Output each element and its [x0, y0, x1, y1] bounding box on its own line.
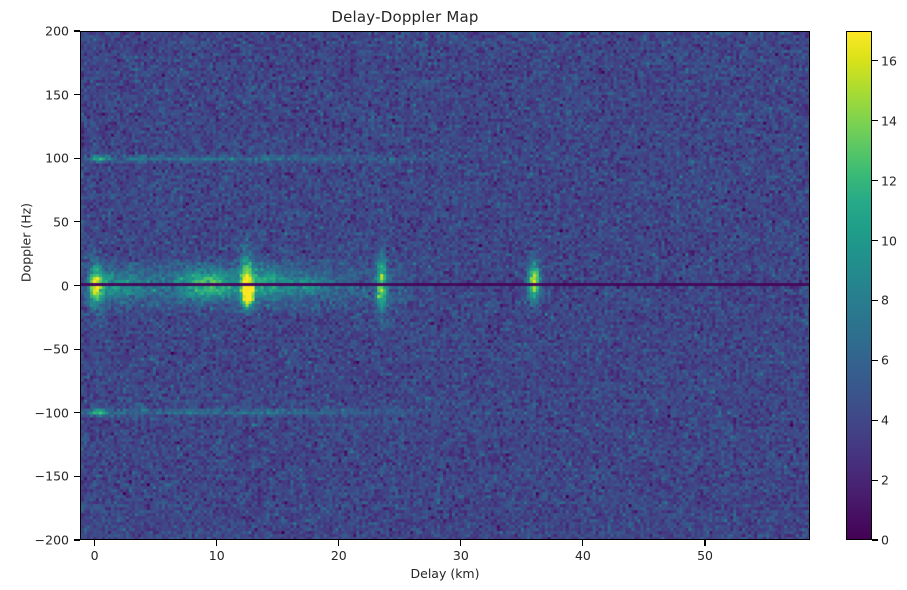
- colorbar-tick-label: 14: [881, 113, 897, 129]
- colorbar-tick-label: 0: [881, 532, 889, 548]
- colorbar-gradient: [847, 32, 871, 539]
- x-tick-label: 0: [90, 548, 99, 563]
- colorbar-tick-label: 2: [881, 472, 889, 488]
- colorbar-tick-mark: [872, 419, 878, 421]
- x-tick-mark: [460, 540, 462, 546]
- y-tick-mark: [74, 539, 80, 541]
- y-tick-label: 100: [45, 150, 69, 166]
- x-tick-mark: [216, 540, 218, 546]
- y-tick-label: 50: [53, 214, 69, 230]
- x-tick-label: 50: [697, 548, 713, 563]
- colorbar-tick-label: 4: [881, 412, 889, 428]
- page-title: Delay-Doppler Map: [331, 8, 479, 26]
- colorbar-tick-label: 16: [881, 53, 897, 69]
- y-tick-label: 200: [45, 23, 69, 39]
- y-tick-label: −100: [34, 405, 69, 421]
- plot-area: [80, 31, 810, 540]
- y-tick-label: −150: [34, 468, 69, 484]
- colorbar-tick-mark: [872, 539, 878, 541]
- colorbar-tick-label: 12: [881, 173, 897, 189]
- y-tick-mark: [74, 284, 80, 287]
- y-tick-label: −200: [34, 532, 69, 548]
- x-tick-mark: [704, 540, 706, 546]
- colorbar-tick-mark: [872, 299, 878, 301]
- y-tick-mark: [74, 30, 80, 32]
- x-tick-label: 30: [452, 548, 469, 563]
- colorbar-tick-mark: [872, 240, 878, 242]
- colorbar-tick-label: 10: [881, 233, 897, 249]
- y-axis-label: Doppler (Hz): [18, 202, 34, 283]
- colorbar-tick-mark: [872, 120, 878, 122]
- colorbar-tick-label: 6: [881, 352, 889, 368]
- colorbar-tick-label: 8: [881, 292, 889, 308]
- y-tick-mark: [74, 94, 80, 96]
- colorbar-tick-mark: [872, 479, 878, 481]
- x-tick-mark: [582, 540, 584, 546]
- x-tick-label: 40: [574, 548, 591, 563]
- delay-doppler-heatmap: [81, 32, 809, 539]
- x-axis-label: Delay (km): [410, 566, 480, 581]
- y-tick-label: 150: [45, 87, 69, 103]
- colorbar-tick-mark: [872, 60, 878, 62]
- colorbar: [846, 31, 872, 540]
- y-tick-mark: [74, 412, 80, 414]
- colorbar-tick-mark: [872, 359, 878, 361]
- y-tick-mark: [74, 348, 80, 350]
- y-tick-mark: [74, 157, 80, 159]
- colorbar-tick-mark: [872, 180, 878, 182]
- y-tick-label: 0: [61, 278, 69, 293]
- y-tick-mark: [74, 221, 80, 223]
- x-tick-mark: [338, 540, 340, 546]
- y-tick-label: −50: [42, 341, 69, 357]
- x-tick-label: 20: [330, 548, 347, 563]
- y-tick-mark: [74, 475, 80, 477]
- x-tick-mark: [94, 540, 96, 546]
- x-tick-label: 10: [208, 548, 225, 563]
